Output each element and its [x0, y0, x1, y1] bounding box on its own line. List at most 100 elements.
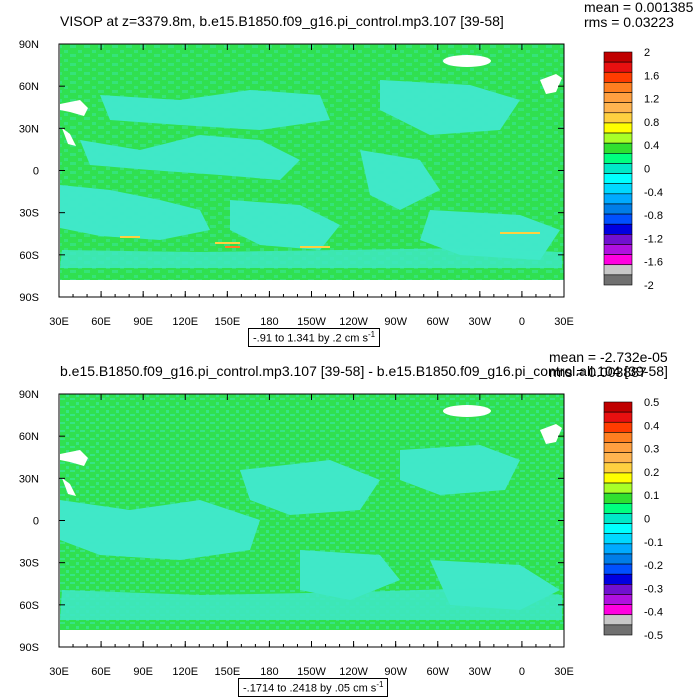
map-plot-top: 2 1.6 1.2 0.8 0.4 0 -0.4 -0.8 -1.2 -1.6 -2 30E 60E 9…: [19, 39, 663, 328]
colorbar-label: 0.1: [644, 490, 659, 502]
colorbar-swatch: [603, 132, 633, 144]
colorbar-swatch: [603, 193, 633, 205]
contour-info-top: -.91 to 1.341 by .2 cm s-1: [248, 328, 381, 347]
mean-stat-top: mean = 0.001385: [584, 0, 694, 15]
colorbar-label: -0.2: [644, 560, 663, 572]
colorbar-swatch: [603, 92, 633, 103]
colorbar-swatch: [603, 584, 633, 595]
x-tick-label: 60E: [91, 666, 111, 678]
axis-tick-labels: 30E 60E 90E 120E 150E 180 150W 120W 90W 60W 30W 0 30…: [19, 39, 574, 328]
colorbar-label: -1.2: [644, 233, 663, 245]
colorbar-swatch: [603, 533, 633, 545]
colorbar-swatch: [603, 163, 633, 174]
axis-tick-labels: 30E 60E 90E 120E 150E 180 150W 120W 90W 60W 30W 0 30…: [19, 389, 574, 678]
colorbar-swatch: [603, 624, 633, 636]
y-tick-label: 60N: [19, 431, 39, 443]
negative-patches: [60, 394, 564, 630]
colorbar-label: 0.8: [644, 117, 659, 129]
colorbar-swatch: [603, 573, 633, 585]
tick-marks: [58, 393, 565, 648]
y-tick-label: 0: [33, 166, 39, 178]
x-tick-label: 30E: [554, 316, 574, 328]
x-tick-label: 60E: [91, 316, 111, 328]
x-tick-label: 120E: [172, 666, 198, 678]
colorbar-label: -2: [644, 280, 654, 292]
colorbar-swatch: [603, 213, 633, 225]
chart-title-bottom: b.e15.B1850.f09_g16.pi_control.mp3.107 […: [60, 363, 668, 379]
x-tick-label: 0: [519, 316, 525, 328]
mean-stat-bottom: mean = -2.732e-05: [549, 349, 668, 365]
y-tick-label: 30S: [19, 208, 39, 220]
colorbar-swatch: [603, 142, 633, 154]
y-tick-label: 60N: [19, 81, 39, 93]
x-tick-label: 150W: [297, 666, 326, 678]
y-tick-label: 90S: [19, 642, 39, 654]
colorbar-swatch: [603, 462, 633, 474]
map-panel-bottom: 0.5 0.4 0.3 0.2 0.1 0 -0.1 -0.2 -0.3 -0.4 -0.5 30E…: [0, 349, 700, 700]
x-tick-label: 60W: [426, 316, 449, 328]
colorbar-label: 0: [644, 164, 650, 176]
colorbar-label: -1.6: [644, 257, 663, 269]
x-tick-label: 90W: [384, 316, 407, 328]
missing-regions: [60, 405, 562, 496]
x-tick-label: 90E: [133, 316, 153, 328]
x-tick-label: 180: [260, 316, 278, 328]
x-tick-label: 90W: [384, 666, 407, 678]
colorbar-swatch: [603, 482, 633, 494]
y-tick-label: 0: [33, 516, 39, 528]
colorbar-swatch: [603, 173, 633, 184]
colorbar-label: -0.1: [644, 537, 663, 549]
colorbar-label: 0.5: [644, 397, 659, 409]
colorbar-swatch: [603, 492, 633, 504]
colorbar-label: 1.2: [644, 94, 659, 106]
y-tick-label: 60S: [19, 600, 39, 612]
colorbar-label: 2: [644, 47, 650, 59]
colorbar-swatch: [603, 274, 633, 286]
colorbar-swatch: [603, 401, 633, 413]
x-tick-label: 120W: [339, 316, 368, 328]
rms-stat-bottom: rms = 0.003887: [549, 364, 647, 380]
colorbar-swatch: [603, 153, 633, 164]
colorbar-swatch: [603, 264, 633, 276]
colorbar-swatch: [603, 203, 633, 215]
y-tick-label: 30N: [19, 473, 39, 485]
colorbar-swatch: [603, 421, 633, 433]
y-tick-label: 90N: [19, 389, 39, 401]
x-tick-label: 30W: [469, 316, 492, 328]
colorbar-label: -0.3: [644, 583, 663, 595]
colorbar-swatch: [603, 223, 633, 235]
colorbar-bottom: 0.5 0.4 0.3 0.2 0.1 0 -0.1 -0.2 -0.3 -0.4 -0.5: [603, 397, 663, 642]
colorbar-swatch: [603, 553, 633, 565]
x-tick-label: 30E: [49, 666, 69, 678]
map-panel-top: 2 1.6 1.2 0.8 0.4 0 -0.4 -0.8 -1.2 -1.6 -2 30E 60E 9…: [19, 0, 694, 347]
colorbar-swatch: [603, 183, 633, 195]
colorbar-swatch: [603, 614, 633, 626]
colorbar-swatch: [603, 472, 633, 484]
y-tick-label: 30S: [19, 558, 39, 570]
colorbar-label: -0.4: [644, 607, 663, 619]
colorbar-swatch: [603, 234, 633, 245]
colorbar-swatch: [603, 442, 633, 453]
colorbar-label: 1.6: [644, 70, 659, 82]
negative-patches: [60, 44, 564, 280]
colorbar-swatch: [603, 563, 633, 575]
map-plot-bottom: 0.5 0.4 0.3 0.2 0.1 0 -0.1 -0.2 -0.3 -0.4 -0.5 30E…: [19, 389, 663, 678]
colorbar-swatch: [603, 122, 633, 134]
contour-info-sup: -1: [367, 330, 376, 339]
colorbar-label: -0.8: [644, 210, 663, 222]
colorbar-label: -0.5: [644, 630, 663, 642]
southern-ocean-extremes: [120, 232, 540, 248]
x-tick-label: 180: [260, 666, 278, 678]
contour-info-text: -.91 to 1.341 by .2 cm s: [253, 332, 368, 345]
tick-marks: [58, 43, 565, 298]
colorbar-swatch: [603, 71, 633, 83]
colorbar-swatch: [603, 61, 633, 73]
contour-info-sup: -1: [376, 680, 384, 689]
colorbar-swatch: [603, 523, 633, 534]
rms-stat-top: rms = 0.03223: [584, 14, 674, 30]
colorbar-swatch: [603, 432, 633, 443]
x-tick-label: 30W: [469, 666, 492, 678]
x-tick-label: 120W: [339, 666, 368, 678]
x-tick-label: 30E: [554, 666, 574, 678]
colorbar-label: 0.4: [644, 140, 659, 152]
